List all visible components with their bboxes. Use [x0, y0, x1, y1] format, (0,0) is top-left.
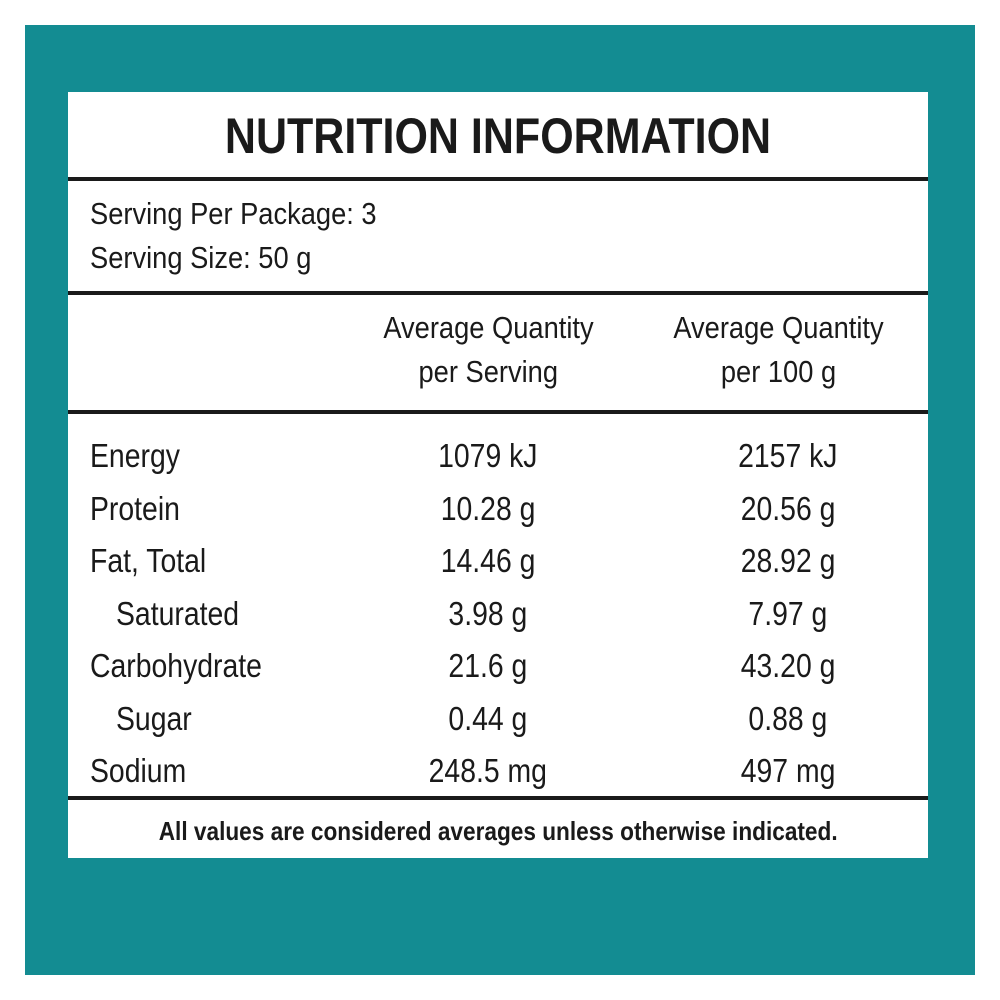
per-serving-value: 248.5 mg	[338, 745, 638, 797]
table-row: Saturated 3.98 g 7.97 g	[68, 588, 928, 641]
per-100g-value: 0.88 g	[638, 693, 938, 745]
per-serving-text: 10.28 g	[440, 489, 536, 527]
table-row: Energy 1079 kJ 2157 kJ	[68, 430, 928, 483]
per-100g-text: 7.97 g	[748, 594, 828, 632]
footer-note: All values are considered averages unles…	[68, 806, 928, 856]
column-header-per-100g: Average Quantity per 100 g	[628, 306, 928, 394]
table-row: Protein 10.28 g 20.56 g	[68, 483, 928, 536]
nutrient-name-text: Fat, Total	[90, 542, 207, 579]
table-row: Carbohydrate 21.6 g 43.20 g	[68, 640, 928, 693]
per-serving-value: 1079 kJ	[338, 430, 638, 482]
per-100g-value: 20.56 g	[638, 483, 938, 535]
per-100g-value: 28.92 g	[638, 535, 938, 587]
per-100g-text: 2157 kJ	[738, 437, 838, 474]
column-header-line: per 100 g	[720, 354, 836, 389]
per-serving-text: 1079 kJ	[438, 437, 538, 474]
nutrient-name-text: Sodium	[90, 752, 187, 789]
per-serving-value: 14.46 g	[338, 535, 638, 587]
per-serving-value: 10.28 g	[338, 483, 638, 535]
table-row: Fat, Total 14.46 g 28.92 g	[68, 535, 928, 588]
per-100g-value: 2157 kJ	[638, 430, 938, 482]
per-100g-value: 497 mg	[638, 745, 938, 797]
per-100g-text: 43.20 g	[740, 647, 836, 684]
nutrient-name: Sodium	[90, 745, 202, 797]
per-100g-text: 28.92 g	[740, 542, 836, 579]
per-100g-text: 20.56 g	[740, 489, 836, 527]
nutrient-name: Fat, Total	[90, 535, 225, 587]
nutrient-name-text: Carbohydrate	[90, 647, 262, 684]
table-row: Sugar 0.44 g 0.88 g	[68, 693, 928, 746]
nutrient-name: Protein	[90, 483, 195, 535]
header-divider	[68, 410, 928, 414]
serving-divider	[68, 291, 928, 295]
per-100g-text: 497 mg	[740, 752, 836, 789]
nutrient-name-text: Saturated	[116, 594, 240, 632]
per-serving-value: 0.44 g	[338, 693, 638, 745]
serving-info: Serving Per Package: 3 Serving Size: 50 …	[90, 192, 812, 280]
per-serving-text: 21.6 g	[448, 647, 528, 684]
title-divider	[68, 177, 928, 181]
per-serving-text: 3.98 g	[448, 594, 528, 632]
nutrient-rows: Energy 1079 kJ 2157 kJ Protein 10.28 g 2…	[68, 430, 928, 798]
nutrient-name-text: Protein	[90, 489, 180, 527]
per-serving-text: 0.44 g	[448, 699, 528, 737]
footer-divider	[68, 796, 928, 800]
table-row: Sodium 248.5 mg 497 mg	[68, 745, 928, 798]
per-100g-value: 7.97 g	[638, 588, 938, 640]
nutrient-name: Sugar	[116, 693, 204, 745]
nutrient-name-text: Sugar	[116, 699, 192, 737]
per-serving-text: 248.5 mg	[428, 752, 548, 789]
footer-text: All values are considered averages unles…	[158, 815, 838, 846]
nutrient-name: Energy	[90, 430, 195, 482]
column-header-line: Average Quantity	[672, 310, 884, 345]
per-serving-value: 3.98 g	[338, 588, 638, 640]
column-header-per-serving: Average Quantity per Serving	[338, 306, 638, 394]
nutrient-name: Carbohydrate	[90, 640, 290, 692]
per-100g-value: 43.20 g	[638, 640, 938, 692]
serving-per-package: Serving Per Package: 3	[90, 196, 377, 231]
nutrient-name: Saturated	[116, 588, 259, 640]
per-serving-value: 21.6 g	[338, 640, 638, 692]
column-header-line: Average Quantity	[382, 310, 594, 345]
per-serving-text: 14.46 g	[440, 542, 536, 579]
per-100g-text: 0.88 g	[748, 699, 828, 737]
column-header-line: per Serving	[418, 354, 558, 389]
panel-title: NUTRITION INFORMATION	[224, 108, 772, 164]
nutrient-name-text: Energy	[90, 437, 180, 474]
nutrition-panel: NUTRITION INFORMATION Serving Per Packag…	[68, 92, 928, 858]
serving-size: Serving Size: 50 g	[90, 240, 312, 275]
